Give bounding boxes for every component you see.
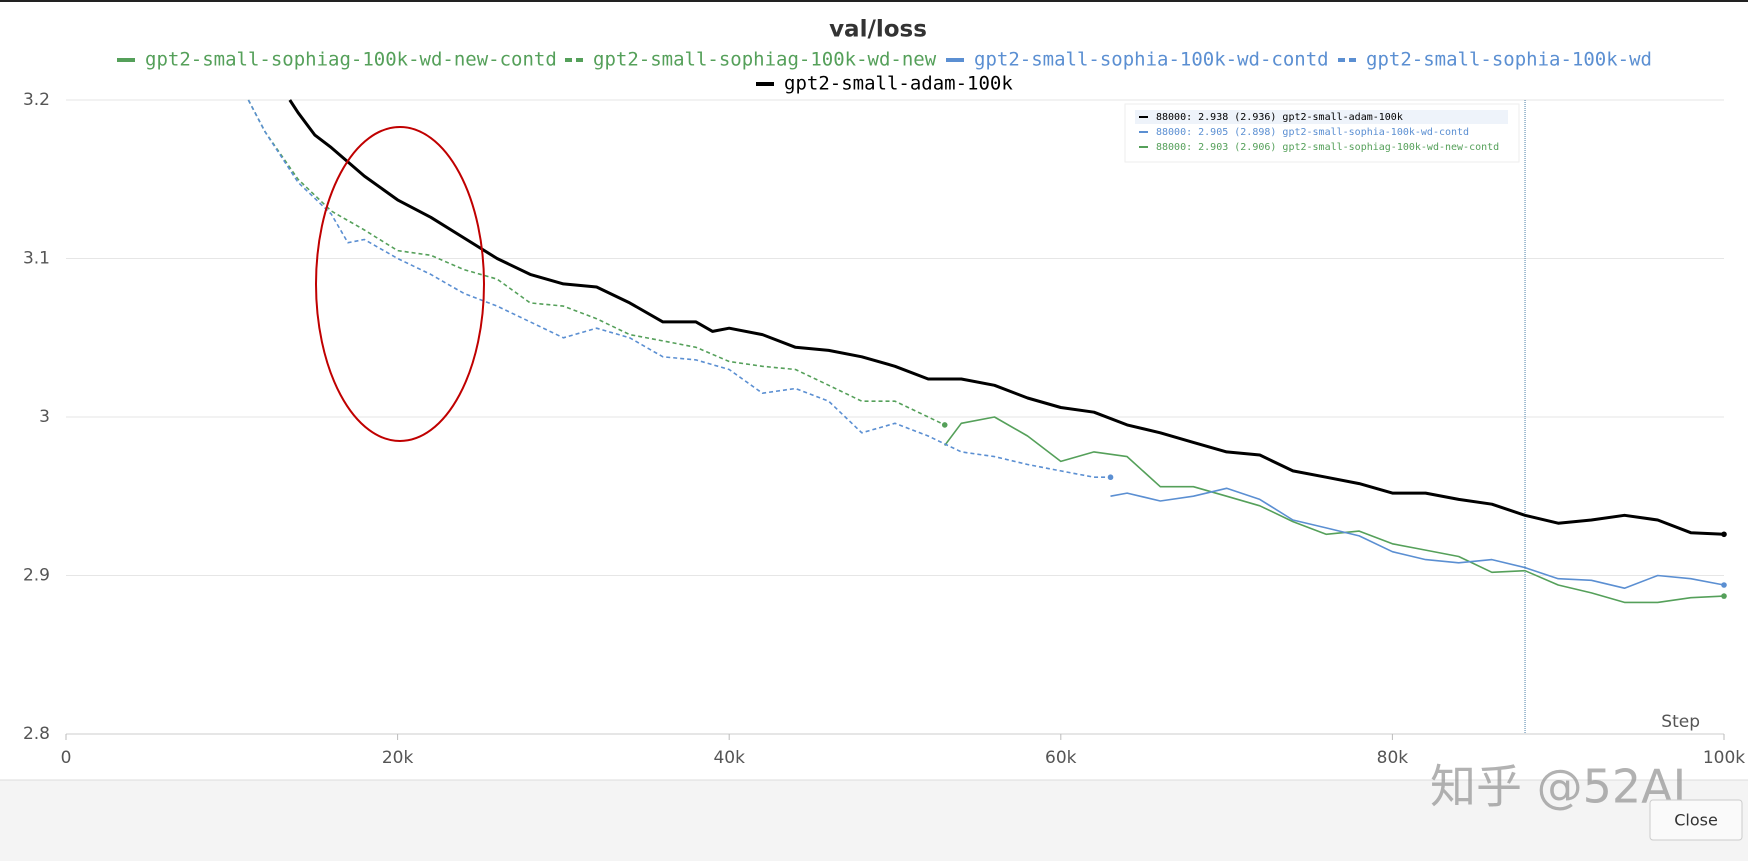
series-line (944, 416, 1725, 604)
legend-label: gpt2-small-sophiag-100k-wd-new-contd (145, 49, 557, 71)
y-tick-label: 2.9 (23, 566, 50, 586)
tooltip: 88000: 2.938 (2.936) gpt2-small-adam-100… (1124, 103, 1520, 163)
chart-title: val/loss (829, 17, 927, 43)
close-button[interactable] (1649, 799, 1743, 841)
x-axis-label: Step (1661, 712, 1700, 732)
y-tick-label: 3.1 (23, 249, 50, 269)
end-marker (1721, 531, 1727, 538)
legend-label: gpt2-small-sophiag-100k-wd-new (593, 49, 937, 71)
end-marker (941, 422, 948, 428)
series-line (247, 99, 946, 426)
annotation-ellipse (315, 126, 485, 442)
x-tick-label: 20k (382, 748, 414, 768)
close-button-label[interactable]: Close (1674, 811, 1718, 830)
series-line (247, 99, 1111, 478)
x-tick-label: 0 (61, 748, 72, 768)
series-line (288, 99, 1725, 536)
x-tick-label: 100k (1703, 748, 1745, 768)
series-line (1110, 487, 1725, 589)
watermark: 知乎 @52AI (1430, 760, 1686, 814)
footer-bar (0, 780, 1748, 861)
legend: gpt2-small-sophiag-100k-wd-new-contd gpt2… (117, 49, 1652, 95)
y-tick-label: 3 (39, 407, 50, 427)
tooltip-row: 88000: 2.938 (2.936) gpt2-small-adam-100… (1156, 112, 1403, 123)
legend-label: gpt2-small-adam-100k (784, 73, 1013, 95)
x-tick-label: 40k (713, 748, 745, 768)
y-tick-label: 2.8 (23, 724, 50, 744)
tooltip-row: 88000: 2.905 (2.898) gpt2-small-sophia-1… (1156, 127, 1469, 138)
legend-label: gpt2-small-sophia-100k-wd-contd (974, 49, 1329, 71)
tooltip-row: 88000: 2.903 (2.906) gpt2-small-sophiag-… (1156, 142, 1499, 153)
tooltip-highlight (1135, 110, 1508, 124)
x-tick-label: 60k (1045, 748, 1077, 768)
y-tick-label: 3.2 (23, 90, 50, 110)
plot-area: 2.8 2.9 3 3.1 3.2 0 20k 40k 60k 80k 100k (23, 90, 1745, 768)
end-marker (1721, 582, 1727, 588)
x-tick-label: 80k (1377, 748, 1409, 768)
legend-label: gpt2-small-sophia-100k-wd (1366, 49, 1652, 71)
end-marker (1107, 474, 1114, 481)
end-marker (1721, 593, 1727, 599)
